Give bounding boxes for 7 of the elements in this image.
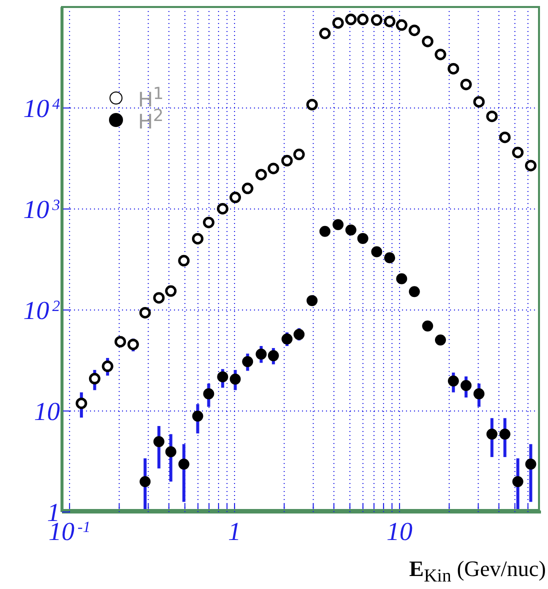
y-tick-label: 10 [34, 397, 60, 426]
x-tick-label: 1 [228, 517, 242, 546]
y-tick-label: 10$^{3}$ [23, 195, 60, 224]
x-axis-title: E$_{Kin}$ (Gev/nuc) [409, 556, 546, 586]
y-tick-label: 10$^{4}$ [23, 94, 60, 123]
y-tick-label: 10$^{2}$ [23, 296, 60, 325]
x-tick-label: 10 [386, 517, 413, 546]
